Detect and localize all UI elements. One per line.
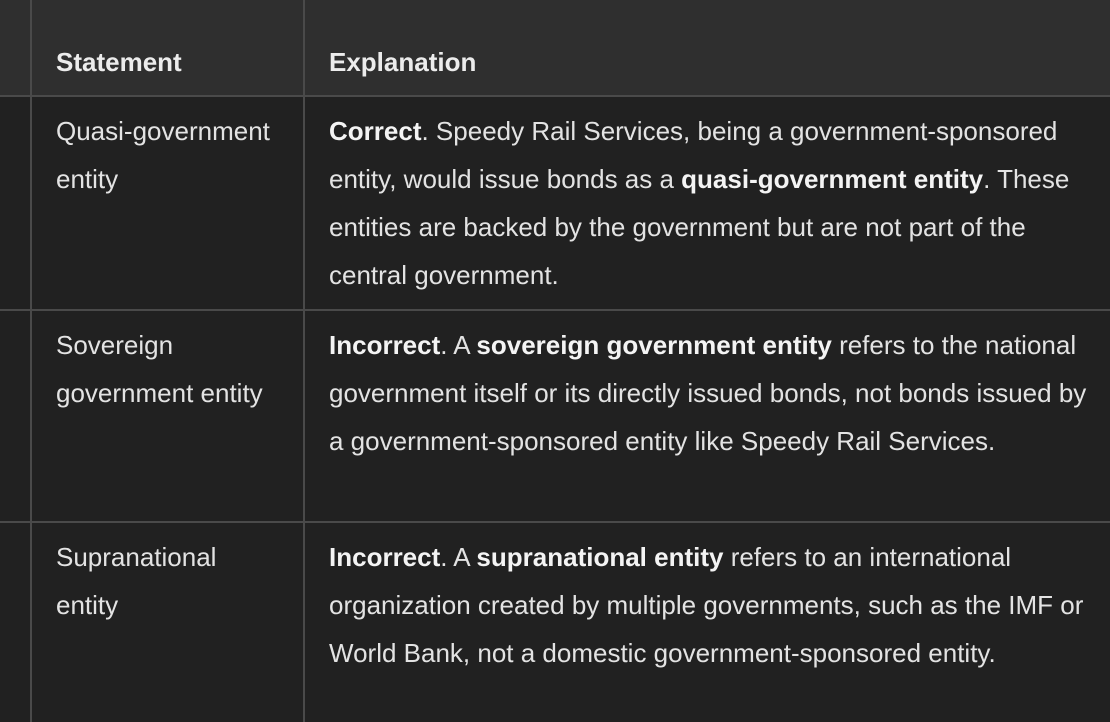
explanation-text: . A: [440, 542, 477, 572]
option-cell: [0, 96, 32, 311]
header-cell-explanation: Explanation: [303, 0, 1110, 97]
statement-cell: Supranational entity: [30, 522, 305, 722]
verdict-text: Incorrect: [329, 542, 441, 572]
explanation-text: refers to the national government itself…: [329, 330, 1087, 456]
explanation-cell: Correct. Speedy Rail Services, being a g…: [303, 96, 1110, 311]
table-row: Supranational entity Incorrect. A supran…: [0, 522, 1110, 722]
option-cell: [0, 310, 32, 523]
table-header-row: Statement Explanation: [0, 0, 1110, 97]
emphasis-text: sovereign government entity: [476, 330, 832, 360]
explanation-text: refers to an international organization …: [329, 542, 1084, 668]
explanation-text: . Speedy Rail Services, being a governme…: [329, 116, 1058, 194]
table-row: Sovereign government entity Incorrect. A…: [0, 310, 1110, 523]
table-row: Quasi-government entity Correct. Speedy …: [0, 96, 1110, 311]
verdict-text: Correct: [329, 116, 422, 146]
emphasis-text: supranational entity: [476, 542, 724, 572]
statement-cell: Quasi-government entity: [30, 96, 305, 311]
statement-cell: Sovereign government entity: [30, 310, 305, 523]
explanation-text: . These entities are backed by the gover…: [329, 164, 1070, 290]
explanation-cell: Incorrect. A supranational entity refers…: [303, 522, 1110, 722]
header-cell-statement: Statement: [30, 0, 305, 97]
explanation-cell: Incorrect. A sovereign government entity…: [303, 310, 1110, 523]
option-cell: [0, 522, 32, 722]
emphasis-text: quasi-government entity: [681, 164, 984, 194]
verdict-text: Incorrect: [329, 330, 441, 360]
header-cell-option: [0, 0, 32, 97]
explanation-text: . A: [440, 330, 477, 360]
